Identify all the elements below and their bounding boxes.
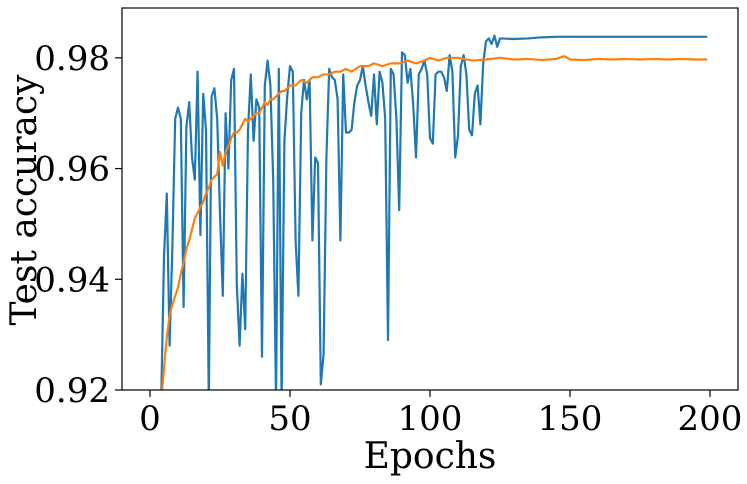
series-line-1 (161, 55, 708, 390)
x-tick-label: 200 (678, 399, 743, 439)
plot-series-layer (160, 34, 708, 390)
y-tick-label: 0.92 (34, 371, 110, 411)
x-axis: 0 50 100 150 200 (139, 390, 742, 439)
series-line-0 (160, 34, 708, 390)
y-axis-title: Test accuracy (4, 74, 45, 326)
x-tick-label: 150 (538, 399, 603, 439)
x-axis-title: Epochs (364, 436, 497, 477)
x-tick-label: 50 (268, 399, 311, 439)
y-tick-label: 0.98 (34, 39, 110, 79)
x-tick-label: 100 (398, 399, 463, 439)
x-tick-label: 0 (139, 399, 161, 439)
y-axis: 0.92 0.94 0.96 0.98 (34, 39, 122, 411)
y-tick-label: 0.94 (34, 260, 110, 300)
y-tick-label: 0.96 (34, 150, 110, 190)
